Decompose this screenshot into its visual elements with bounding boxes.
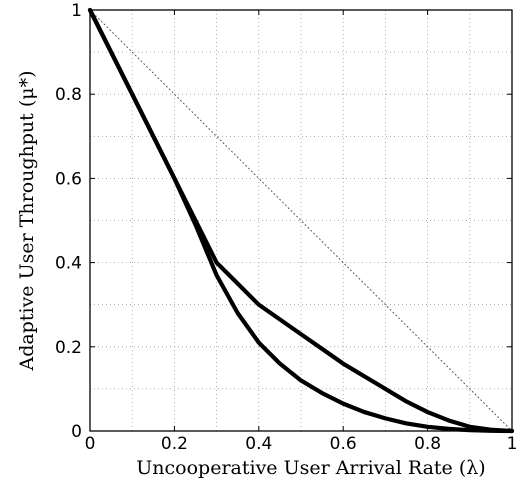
x-tick-label: 0.8: [414, 434, 441, 454]
x-tick-label: 0.6: [330, 434, 357, 454]
x-tick-label: 0.4: [245, 434, 272, 454]
y-tick-label: 0.2: [55, 338, 82, 358]
y-tick-label: 0: [71, 422, 82, 442]
y-tick-label: 0.4: [55, 254, 82, 274]
y-axis-label: Adaptive User Throughput (μ*): [16, 70, 38, 371]
series-line-2: [87, 7, 515, 434]
x-tick-label: 0.2: [161, 434, 188, 454]
x-tick-label: 0: [85, 434, 96, 454]
x-axis-label: Uncooperative User Arrival Rate (λ): [136, 457, 485, 479]
reference-diagonal-line: [89, 9, 513, 432]
plot-frame: [89, 9, 513, 432]
y-tick-label: 0.8: [55, 85, 82, 105]
x-tick-label: 1: [507, 434, 518, 454]
axis-ticks: 0 0.2 0.4 0.6 0.8 1 0 0.2 0.4 0.6 0.8 1: [55, 1, 517, 454]
series-group: [87, 7, 515, 434]
y-tick-label: 1: [71, 1, 82, 21]
y-tick-label: 0.6: [55, 169, 82, 189]
